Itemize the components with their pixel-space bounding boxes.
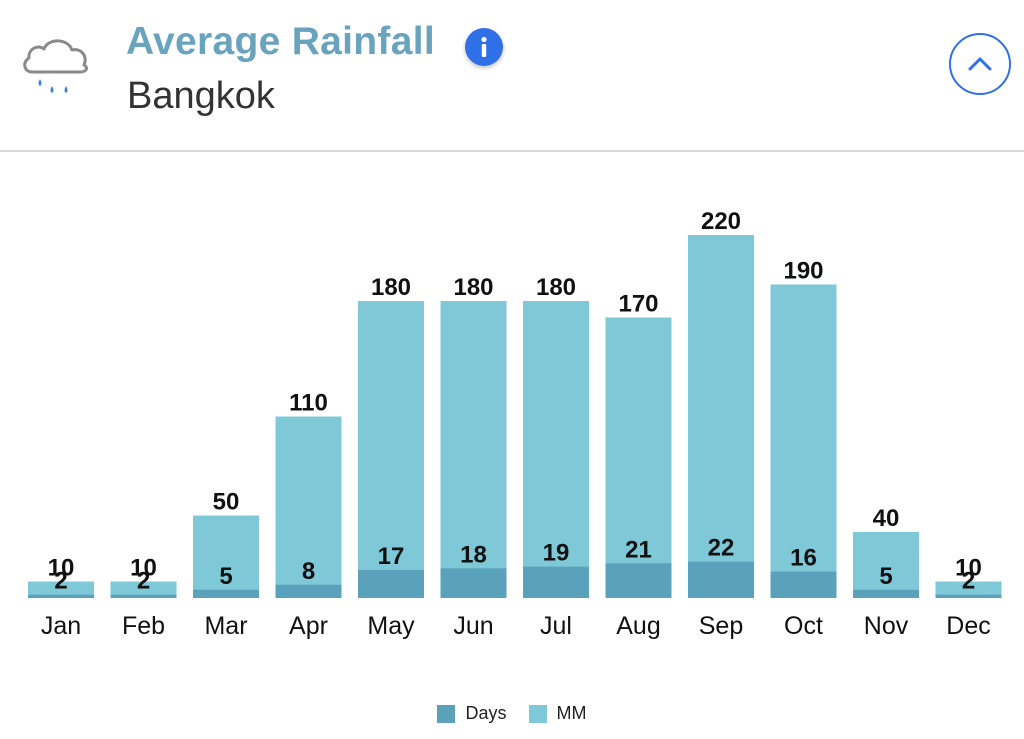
bar-days-dec[interactable] [935,594,1002,598]
label-days-oct: 16 [790,545,817,572]
bar-mm-may[interactable] [358,301,424,598]
legend-item-days[interactable]: Days [437,703,507,724]
legend-item-mm[interactable]: MM [528,703,587,724]
bar-days-oct[interactable] [770,571,837,598]
bar-mm-nov[interactable] [853,532,919,598]
bar-mm-jan[interactable] [28,581,94,599]
rainfall-bar-chart: 102Jan102Feb505Mar1108Apr18017May18018Ju… [28,208,1002,640]
bar-days-aug[interactable] [605,563,672,598]
label-mm-sep: 220 [701,208,741,235]
info-button[interactable] [465,28,503,66]
bar-mm-jun[interactable] [440,301,507,598]
x-tick-jun: Jun [453,612,493,640]
bar-days-jun[interactable] [440,568,507,598]
label-mm-aug: 170 [618,291,658,318]
x-tick-nov: Nov [864,612,909,640]
label-days-jul: 19 [543,540,570,567]
label-days-may: 17 [378,543,405,570]
bar-days-mar[interactable] [193,589,259,598]
bar-mm-jul[interactable] [523,301,589,598]
label-mm-oct: 190 [783,258,823,285]
label-days-dec: 2 [962,568,975,595]
bar-days-apr[interactable] [275,584,342,598]
label-mm-feb: 10 [130,555,157,582]
bar-mm-oct[interactable] [770,284,837,599]
x-tick-oct: Oct [784,612,823,640]
bar-days-nov[interactable] [853,589,919,598]
chart-legend: Days MM [0,703,1024,724]
label-days-sep: 22 [708,535,735,562]
label-mm-jul: 180 [536,274,576,301]
label-days-apr: 8 [302,558,315,585]
bar-days-jan[interactable] [28,594,94,598]
label-mm-may: 180 [371,274,411,301]
label-days-nov: 5 [879,563,892,590]
chevron-up-icon [968,57,992,71]
label-mm-apr: 110 [289,390,328,417]
collapse-button[interactable] [949,33,1011,95]
legend-swatch-mm [528,704,547,723]
bar-mm-mar[interactable] [193,515,259,599]
location-subtitle: Bangkok [127,75,275,117]
legend-label-days: Days [465,703,507,723]
x-tick-mar: Mar [204,612,247,640]
x-tick-dec: Dec [946,612,990,640]
bar-mm-aug[interactable] [605,317,672,599]
x-tick-aug: Aug [616,612,660,640]
bar-days-may[interactable] [358,569,424,598]
label-mm-jan: 10 [48,555,75,582]
x-tick-feb: Feb [122,612,165,640]
info-icon [481,36,487,57]
bar-days-jul[interactable] [523,566,589,598]
label-days-jan: 2 [54,568,67,595]
x-tick-jul: Jul [540,612,572,640]
rain-cloud-icon [18,28,94,104]
header-divider [0,150,1024,152]
x-tick-apr: Apr [289,612,328,640]
label-days-aug: 21 [625,536,652,563]
bar-mm-apr[interactable] [275,416,342,599]
page-title: Average Rainfall [126,20,435,63]
widget-header: Average Rainfall Bangkok [0,0,1024,150]
bar-mm-sep[interactable] [688,235,754,598]
bar-mm-dec[interactable] [935,581,1002,599]
label-days-mar: 5 [219,563,232,590]
label-days-feb: 2 [137,568,150,595]
x-tick-jan: Jan [41,612,81,640]
legend-swatch-days [437,704,456,723]
legend-label-mm: MM [556,703,587,723]
bar-days-sep[interactable] [688,561,754,598]
label-mm-dec: 10 [955,555,982,582]
label-mm-mar: 50 [213,489,240,516]
bar-days-feb[interactable] [110,594,177,598]
x-tick-may: May [367,612,415,640]
label-mm-nov: 40 [873,505,900,532]
label-mm-jun: 180 [453,274,493,301]
x-tick-sep: Sep [699,612,743,640]
label-days-jun: 18 [460,541,487,568]
bar-mm-feb[interactable] [110,581,177,599]
